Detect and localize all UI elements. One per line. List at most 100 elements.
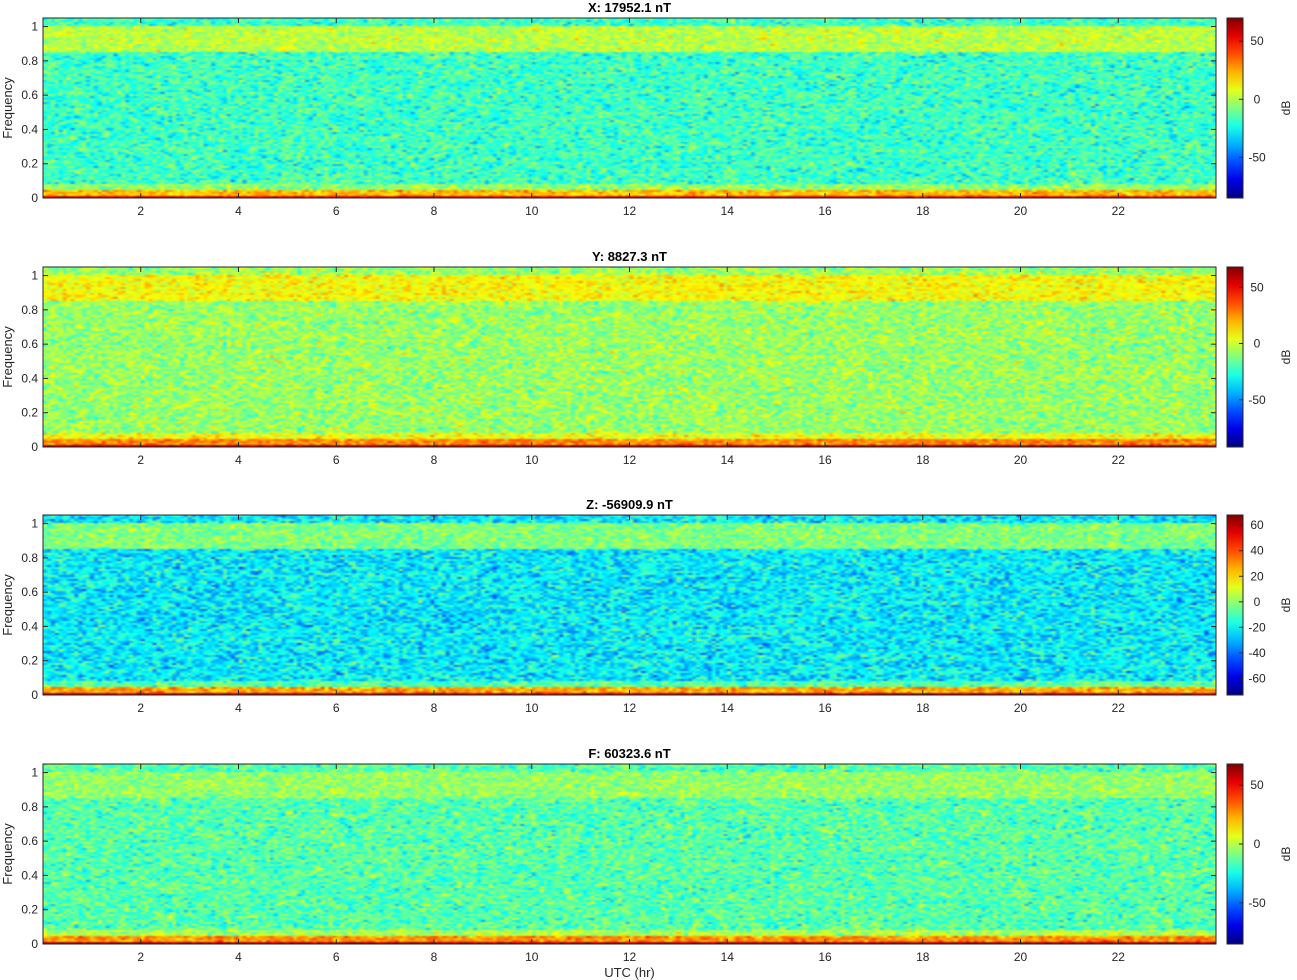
colorbar-tick-label: 0 [1254, 837, 1261, 851]
colorbar-tick-label: 50 [1250, 34, 1264, 48]
x-tick-label: 6 [333, 453, 340, 467]
x-tick-label: 16 [818, 701, 832, 715]
colorbar [1226, 514, 1244, 696]
x-tick-label: 12 [623, 453, 637, 467]
x-tick-label: 20 [1014, 204, 1028, 218]
x-tick-label: 10 [525, 453, 539, 467]
x-tick-label: 2 [137, 453, 144, 467]
x-tick-label: 2 [137, 204, 144, 218]
colorbar-tick-label: 50 [1250, 778, 1264, 792]
y-tick-label: 0.6 [21, 834, 38, 848]
y-tick-label: 1 [31, 269, 38, 283]
x-tick-label: 8 [431, 701, 438, 715]
colorbar-label: dB [1279, 350, 1293, 365]
x-tick-label: 18 [916, 950, 930, 964]
spectrogram-panel: X: 17952.1 nT2 4 6 8 10 12 14 16 18 20 2200.20.40.… [0, 0, 1293, 218]
y-tick-label: 0.2 [21, 157, 38, 171]
x-tick-label: 12 [623, 204, 637, 218]
x-tick-label: 8 [431, 453, 438, 467]
x-tick-label: 14 [721, 204, 735, 218]
colorbar [1226, 763, 1244, 945]
x-tick-label: 6 [333, 950, 340, 964]
x-tick-label: 6 [333, 204, 340, 218]
panel-title: Y: 8827.3 nT [592, 249, 667, 264]
y-tick-label: 0 [31, 688, 38, 702]
x-tick-label: 18 [916, 701, 930, 715]
y-tick-label: 0.8 [21, 303, 38, 317]
colorbar-tick-label: 0 [1254, 92, 1261, 106]
y-axis-label: Frequency [0, 326, 15, 388]
spectrogram-panel: F: 60323.6 nT2 4 6 8 10 12 14 16 18 20 2200.20.40.… [0, 746, 1293, 980]
y-tick-label: 0.6 [21, 337, 38, 351]
y-tick-label: 0.4 [21, 868, 38, 882]
x-tick-label: 12 [623, 701, 637, 715]
colorbar-tick-label: 50 [1250, 280, 1264, 294]
y-tick-label: 0.8 [21, 800, 38, 814]
y-tick-label: 0.2 [21, 903, 38, 917]
spectrogram-image [43, 267, 1216, 447]
x-tick-label: 8 [431, 204, 438, 218]
spectrogram-image [43, 515, 1216, 695]
panel-title: X: 17952.1 nT [588, 0, 671, 15]
colorbar-tick-label: 20 [1250, 569, 1264, 583]
x-tick-label: 16 [818, 453, 832, 467]
colorbar-tick-label: -50 [1248, 150, 1266, 164]
x-tick-label: 22 [1112, 950, 1126, 964]
y-tick-label: 0.2 [21, 406, 38, 420]
y-tick-label: 0.4 [21, 619, 38, 633]
y-tick-label: 0 [31, 191, 38, 205]
colorbar-tick-label: 0 [1254, 595, 1261, 609]
colorbar [1226, 17, 1244, 199]
x-tick-label: 2 [137, 950, 144, 964]
x-tick-label: 4 [235, 453, 242, 467]
colorbar-label: dB [1279, 847, 1293, 862]
x-tick-label: 14 [721, 950, 735, 964]
x-tick-label: 10 [525, 950, 539, 964]
y-tick-label: 0.6 [21, 88, 38, 102]
x-tick-label: 16 [818, 204, 832, 218]
x-tick-label: 8 [431, 950, 438, 964]
colorbar-label: dB [1279, 101, 1293, 116]
x-tick-label: 18 [916, 453, 930, 467]
colorbar-tick-label: -60 [1248, 671, 1266, 685]
x-tick-label: 10 [525, 701, 539, 715]
panel-title: Z: -56909.9 nT [586, 497, 673, 512]
spectrogram-panel: Z: -56909.9 nT2 4 6 8 10 12 14 16 18 20 2200.20.40… [0, 497, 1293, 715]
x-tick-label: 12 [623, 950, 637, 964]
colorbar-tick-label: 0 [1254, 337, 1261, 351]
x-tick-label: 22 [1112, 453, 1126, 467]
x-tick-label: 20 [1014, 950, 1028, 964]
y-tick-label: 0.8 [21, 54, 38, 68]
x-tick-label: 14 [721, 453, 735, 467]
colorbar [1226, 266, 1244, 448]
y-tick-label: 0.8 [21, 551, 38, 565]
x-tick-label: 16 [818, 950, 832, 964]
x-tick-label: 4 [235, 204, 242, 218]
x-tick-label: 6 [333, 701, 340, 715]
colorbar-tick-label: 60 [1250, 518, 1264, 532]
x-tick-label: 10 [525, 204, 539, 218]
x-tick-label: 18 [916, 204, 930, 218]
y-tick-label: 1 [31, 517, 38, 531]
y-axis-label: Frequency [0, 823, 15, 885]
y-tick-label: 0 [31, 440, 38, 454]
y-tick-label: 0.4 [21, 371, 38, 385]
y-tick-label: 0 [31, 937, 38, 951]
y-tick-label: 1 [31, 20, 38, 34]
x-axis-label: UTC (hr) [604, 965, 655, 980]
y-axis-label: Frequency [0, 77, 15, 139]
x-tick-label: 4 [235, 950, 242, 964]
colorbar-label: dB [1279, 598, 1293, 613]
colorbar-tick-label: 40 [1250, 544, 1264, 558]
colorbar-tick-label: -50 [1248, 896, 1266, 910]
colorbar-tick-label: -20 [1248, 620, 1266, 634]
y-tick-label: 0.6 [21, 585, 38, 599]
x-tick-label: 22 [1112, 701, 1126, 715]
y-axis-label: Frequency [0, 574, 15, 636]
x-tick-label: 2 [137, 701, 144, 715]
colorbar-tick-label: -50 [1248, 393, 1266, 407]
spectrogram-image [43, 18, 1216, 198]
colorbar-tick-label: -40 [1248, 646, 1266, 660]
spectrogram-image [43, 764, 1216, 944]
x-tick-label: 4 [235, 701, 242, 715]
